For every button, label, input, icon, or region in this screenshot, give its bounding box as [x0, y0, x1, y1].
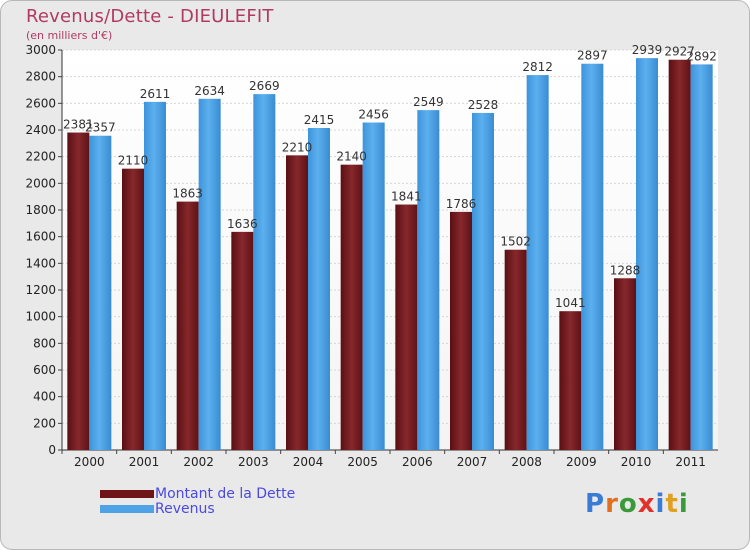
data-label-revenus: 2528 — [468, 98, 499, 112]
bar-debt — [614, 278, 636, 450]
x-tick-label: 2001 — [129, 455, 160, 469]
x-tick-label: 2006 — [402, 455, 433, 469]
y-tick-label: 2200 — [25, 150, 56, 164]
bar-revenus — [362, 122, 385, 451]
data-label-debt: 1288 — [610, 263, 641, 277]
bar-debt — [286, 155, 308, 451]
data-label-debt: 1841 — [391, 190, 422, 204]
legend-label-revenus: Revenus — [155, 501, 215, 517]
logo-letter: r — [605, 489, 619, 519]
x-tick-label: 2002 — [183, 455, 214, 469]
y-tick-label: 0 — [48, 443, 56, 457]
data-label-debt: 1786 — [446, 197, 477, 211]
bar-debt — [395, 204, 418, 450]
legend-label-dette: Montant de la Dette — [155, 486, 296, 502]
logo-letter: o — [618, 489, 638, 519]
logo-letter: t — [665, 489, 679, 519]
legend-swatch-dette — [100, 490, 154, 498]
data-label-revenus: 2897 — [577, 49, 608, 63]
data-label-debt: 2140 — [336, 150, 367, 164]
bar-revenus — [526, 75, 549, 451]
bar-revenus — [636, 58, 658, 451]
y-tick-label: 400 — [33, 390, 56, 404]
data-label-revenus: 2892 — [686, 49, 717, 63]
logo-letter: x — [637, 489, 656, 519]
y-tick-label: 1800 — [25, 203, 56, 217]
bar-revenus — [417, 110, 440, 450]
y-tick-label: 200 — [33, 416, 56, 430]
bar-debt — [340, 164, 363, 450]
data-label-debt: 1502 — [500, 235, 531, 249]
x-tick-label: 2008 — [511, 455, 542, 469]
y-tick-label: 1600 — [25, 230, 56, 244]
data-label-debt: 1863 — [172, 187, 203, 201]
data-label-debt: 2381 — [63, 118, 94, 132]
data-label-revenus: 2669 — [249, 79, 280, 93]
bar-debt — [559, 311, 582, 450]
legend-swatch-revenus — [100, 505, 154, 513]
data-label-revenus: 2611 — [140, 87, 171, 101]
x-tick-label: 2007 — [457, 455, 488, 469]
bar-debt — [231, 231, 254, 450]
data-label-revenus: 2456 — [358, 108, 389, 122]
bar-revenus — [581, 63, 604, 450]
data-label-revenus: 2634 — [194, 84, 225, 98]
bar-revenus — [308, 128, 330, 450]
x-tick-label: 2011 — [675, 455, 706, 469]
bar-revenus — [89, 135, 112, 450]
x-tick-label: 2005 — [347, 455, 378, 469]
bar-debt — [668, 59, 691, 450]
data-label-revenus: 2357 — [85, 121, 116, 135]
data-label-debt: 1041 — [555, 296, 586, 310]
chart-subtitle: (en milliers d'€) — [26, 29, 113, 42]
y-tick-label: 800 — [33, 336, 56, 350]
bar-revenus — [690, 64, 713, 451]
plot-area — [62, 50, 718, 450]
y-tick-label: 2800 — [25, 70, 56, 84]
bar-revenus — [198, 98, 221, 451]
bar-revenus — [144, 101, 166, 450]
y-tick-label: 2600 — [25, 96, 56, 110]
bar-debt — [504, 249, 527, 450]
bar-revenus — [472, 112, 494, 450]
x-tick-label: 2010 — [621, 455, 652, 469]
y-tick-label: 1000 — [25, 310, 56, 324]
y-tick-label: 1200 — [25, 283, 56, 297]
data-label-debt: 2210 — [282, 140, 313, 154]
x-tick-label: 2003 — [238, 455, 269, 469]
data-label-revenus: 2415 — [304, 113, 335, 127]
bar-debt — [122, 168, 144, 450]
proxiti-logo: Proxiti — [585, 489, 689, 519]
bar-revenus — [253, 94, 276, 450]
x-tick-label: 2000 — [74, 455, 105, 469]
logo-letter: i — [678, 489, 689, 519]
bar-debt — [67, 132, 90, 451]
x-tick-label: 2009 — [566, 455, 597, 469]
data-label-debt: 2927 — [664, 45, 695, 59]
y-tick-label: 600 — [33, 363, 56, 377]
logo-letter: i — [655, 489, 666, 519]
data-label-debt: 1636 — [227, 217, 258, 231]
logo-letter: P — [585, 489, 606, 519]
y-tick-label: 2400 — [25, 123, 56, 137]
y-tick-label: 1400 — [25, 256, 56, 270]
data-label-debt: 2110 — [118, 154, 149, 168]
data-label-revenus: 2549 — [413, 95, 444, 109]
x-tick-label: 2004 — [293, 455, 324, 469]
y-tick-label: 2000 — [25, 176, 56, 190]
data-label-revenus: 2812 — [522, 60, 553, 74]
bar-debt — [176, 201, 199, 450]
chart-title: Revenus/Dette - DIEULEFIT — [26, 6, 274, 27]
bar-debt — [450, 211, 472, 450]
data-label-revenus: 2939 — [632, 43, 663, 57]
y-tick-label: 3000 — [25, 43, 56, 57]
